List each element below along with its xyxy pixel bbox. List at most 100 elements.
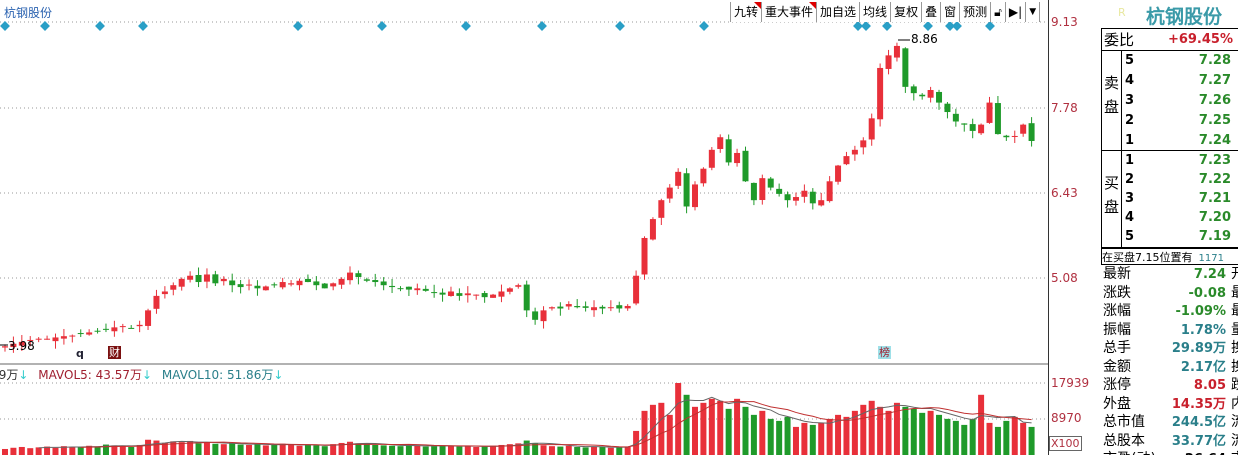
level-price[interactable]: 7.19 [1198, 229, 1231, 244]
volume-bar [944, 418, 951, 455]
level-number: 1 [1125, 153, 1135, 168]
volume-bar [792, 426, 799, 455]
volume-bar [692, 406, 698, 455]
dropdown-icon[interactable]: ▼ [1026, 2, 1041, 22]
candle-body [666, 187, 673, 199]
volume-bar [2, 448, 8, 455]
volume-bar [885, 410, 892, 455]
moving-average-button[interactable]: 均线 [860, 2, 892, 22]
volume-bar [599, 446, 606, 455]
overlay-button[interactable]: 叠 [922, 2, 942, 22]
stat-row: 涨幅 -1.09% 最 [1103, 303, 1238, 321]
candle-body [271, 284, 278, 286]
volume-bar [548, 446, 555, 455]
quote-panel: R 杭钢股份 委比 +69.45% 卖盘 5 7.28 4 7.27 3 7.26 2 7.2… [1100, 0, 1238, 455]
candle-body [304, 278, 311, 283]
candle-body [203, 274, 210, 282]
volume-bar [35, 447, 42, 455]
level-price[interactable]: 7.28 [1198, 53, 1231, 68]
volume-bar [784, 416, 791, 455]
volume-bar [708, 398, 715, 455]
candle-body [195, 274, 202, 283]
volume-bar [288, 444, 295, 455]
level-price[interactable]: 7.23 [1198, 153, 1231, 168]
major-events-button[interactable]: 重大事件 [762, 2, 818, 22]
ranking-marker[interactable]: 榜 [878, 346, 891, 359]
volume-bar [473, 446, 480, 455]
candle-body [767, 178, 774, 188]
q-marker[interactable]: q [76, 347, 84, 360]
candle-body [456, 293, 463, 296]
event-marker-icon [377, 21, 387, 31]
level-price[interactable]: 7.20 [1198, 210, 1231, 225]
chart-svg [0, 21, 1048, 455]
candle-body [145, 310, 152, 326]
lock-icon[interactable]: 🔓︎ [991, 2, 1006, 22]
volume-bar [540, 445, 547, 455]
event-marker-icon [461, 21, 471, 31]
candle-body [136, 324, 143, 327]
candle-body [52, 337, 59, 342]
volume-bar [574, 446, 581, 455]
volume-bar [978, 394, 985, 455]
candle-body [69, 335, 76, 337]
event-marker-icon [923, 21, 933, 31]
volume-bar [178, 442, 185, 455]
price-tick: 6.43 [1051, 186, 1078, 200]
volume-bar [523, 440, 530, 455]
stat-value: -1.09% [1175, 304, 1227, 319]
volume-bar [246, 444, 253, 455]
level-price[interactable]: 7.26 [1198, 93, 1231, 108]
candle-body [792, 197, 799, 201]
add-watchlist-button[interactable]: 加自选 [817, 2, 861, 22]
level-price[interactable]: 7.22 [1198, 172, 1231, 187]
candle-body [868, 118, 875, 140]
volume-bar [10, 447, 17, 455]
down-arrow-icon: ↓ [273, 368, 284, 382]
volume-bar [220, 444, 227, 455]
event-marker-icon [615, 21, 625, 31]
price-tick: 9.13 [1051, 15, 1078, 29]
candle-body [893, 45, 900, 58]
candle-body [481, 293, 488, 298]
kline-chart[interactable] [0, 0, 1048, 455]
volume-bar [203, 442, 210, 455]
level-price[interactable]: 7.25 [1198, 113, 1231, 128]
volume-bar [481, 446, 488, 455]
level-price[interactable]: 7.21 [1198, 191, 1231, 206]
volume-bar [195, 443, 202, 455]
event-marker-icon [95, 21, 105, 31]
volume-bar [860, 404, 867, 455]
stat-label-cut: 流 [1231, 433, 1238, 450]
volume-bar [60, 446, 67, 455]
order-notice: 在买盘7.15位置有 1171 [1101, 248, 1238, 265]
level-price[interactable]: 7.24 [1198, 133, 1231, 148]
stat-label-cut: 换 [1231, 340, 1238, 357]
candle-body [750, 182, 757, 201]
volume-bar [1011, 416, 1018, 455]
stat-label-cut: 开 [1231, 266, 1238, 283]
window-button[interactable]: 窗 [941, 2, 961, 22]
volume-bar [414, 445, 421, 455]
jiuzhuan-button[interactable]: 九转 [731, 2, 763, 22]
adjust-rights-button[interactable]: 复权 [891, 2, 923, 22]
volume-bar [818, 422, 825, 455]
candle-body [447, 291, 454, 296]
volume-bar [229, 442, 236, 455]
stat-value: 26.64 [1163, 451, 1226, 455]
candle-body [902, 48, 909, 87]
candle-body [994, 103, 1001, 135]
candle-body [607, 307, 614, 309]
forecast-button[interactable]: 预测 [960, 2, 992, 22]
stock-name: 杭钢股份 [1146, 6, 1223, 28]
volume-bar [1028, 426, 1035, 455]
candle-body [94, 330, 101, 332]
volume-bar [27, 448, 34, 455]
level-price[interactable]: 7.27 [1198, 73, 1231, 88]
level-number: 2 [1125, 113, 1135, 128]
candle-body [717, 137, 724, 149]
volume-bar [296, 445, 303, 455]
volume-bar [658, 402, 665, 455]
finance-marker[interactable]: 财 [108, 346, 121, 359]
jump-end-icon[interactable]: ▶| [1005, 2, 1027, 22]
